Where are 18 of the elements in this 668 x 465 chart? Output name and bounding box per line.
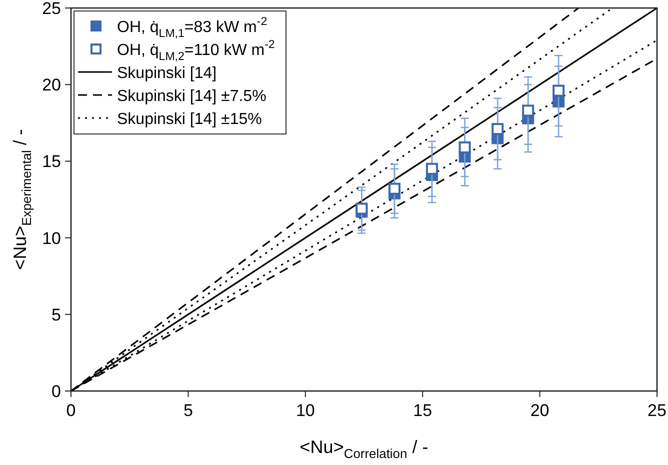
y-tick-label: 20	[42, 76, 61, 95]
x-tick-label: 20	[530, 401, 550, 420]
x-axis-title: <Nu>$_{Correlation}$ / -	[300, 437, 428, 461]
x-tick-label: 0	[66, 401, 76, 420]
legend-label: Skupinski [14] ±15%	[117, 111, 262, 128]
legend-label: OH, q̇$_{LM,2}$=110 kW m$^{-2}$	[117, 39, 275, 63]
legend-label: OH, q̇$_{LM,1}$=83 kW m$^{-2}$	[117, 16, 268, 40]
legend-label: Skupinski [14]	[117, 65, 217, 82]
x-tick-label: 15	[413, 401, 432, 420]
y-tick-label: 0	[52, 382, 61, 401]
y-tick-label: 15	[42, 152, 61, 172]
y-tick-label: 10	[42, 228, 61, 248]
x-tick-label: 5	[183, 401, 193, 420]
x-tick-label: 25	[648, 401, 666, 420]
y-tick-label: 5	[52, 305, 61, 324]
x-tick-label: 10	[296, 401, 315, 420]
y-tick-label: 25	[42, 0, 61, 18]
legend-label: Skupinski [14] ±7.5%	[117, 88, 266, 105]
